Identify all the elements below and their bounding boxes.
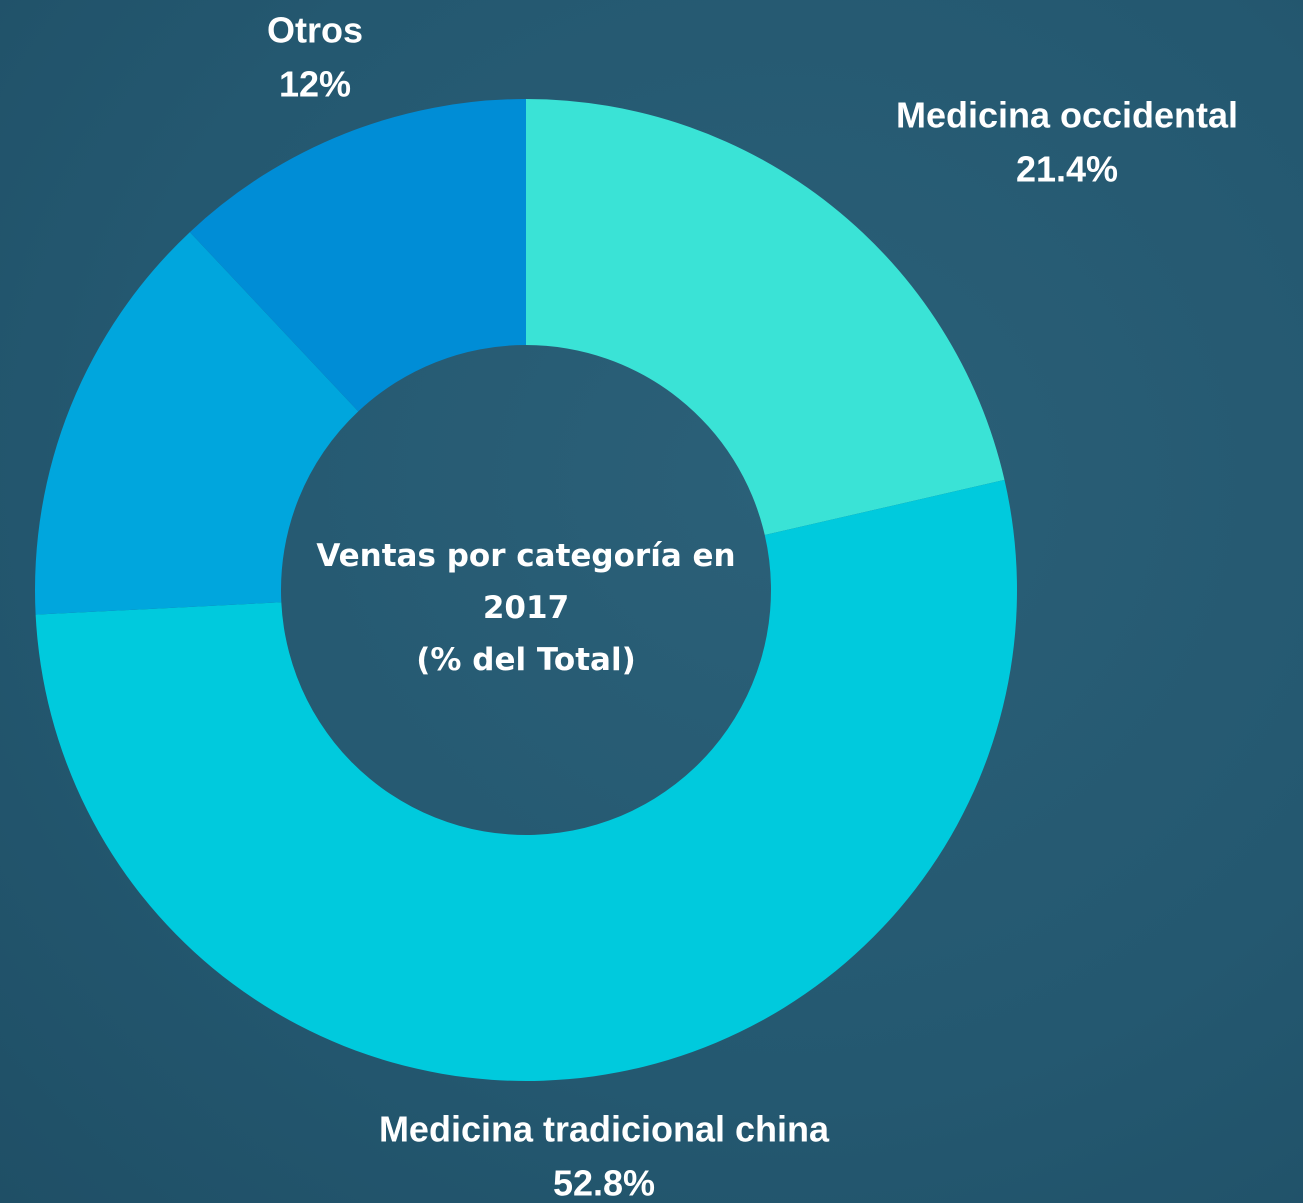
chart-subtitle: (% del Total) (286, 634, 766, 686)
slice-label: Medicina occidental (896, 95, 1238, 136)
slice-value-label: 21.4% (1016, 149, 1118, 190)
slice-label: Otros (267, 10, 363, 51)
page: Medicina occidental 21.4% Medicina tradici… (0, 0, 1303, 1203)
slice-value-label: 52.8% (553, 1163, 655, 1203)
donut-slice (526, 99, 1004, 535)
chart-title: Ventas por categoría en 2017 (286, 530, 766, 634)
center-title: Ventas por categoría en 2017 (% del Tota… (286, 530, 766, 686)
slice-label: Medicina tradicional china (379, 1109, 830, 1150)
slice-value-label: 12% (279, 64, 351, 105)
